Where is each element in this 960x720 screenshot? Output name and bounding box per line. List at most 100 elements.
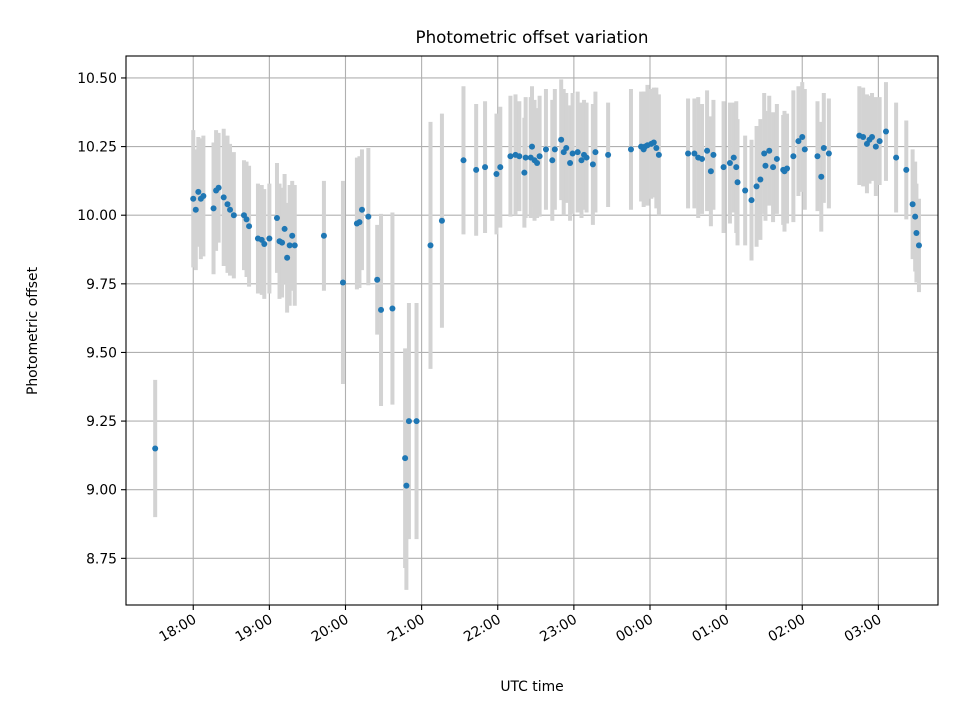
data-point bbox=[534, 160, 541, 167]
data-point bbox=[493, 171, 500, 178]
data-point bbox=[627, 146, 634, 153]
y-tick-label: 9.25 bbox=[86, 414, 117, 430]
data-points bbox=[152, 128, 922, 489]
y-axis: 8.75 9.00 9.25 9.50 9.75 10.00 10.25 10.50 bbox=[77, 71, 126, 567]
x-axis-label: UTC time bbox=[500, 679, 563, 695]
data-point bbox=[374, 276, 381, 283]
data-point bbox=[516, 153, 523, 160]
data-point bbox=[230, 212, 237, 219]
data-point bbox=[284, 254, 291, 261]
data-point bbox=[210, 205, 217, 212]
data-point bbox=[912, 213, 919, 220]
data-point bbox=[915, 242, 922, 249]
y-tick-label: 8.75 bbox=[86, 551, 117, 567]
data-point bbox=[734, 179, 741, 186]
data-point bbox=[569, 150, 576, 157]
data-point bbox=[685, 150, 692, 157]
data-point bbox=[427, 242, 434, 249]
plot-frame bbox=[125, 55, 939, 606]
data-point bbox=[195, 188, 202, 195]
data-point bbox=[558, 136, 565, 143]
data-point bbox=[266, 235, 273, 242]
data-point bbox=[770, 164, 777, 171]
data-point bbox=[790, 153, 797, 160]
y-tick-label: 9.75 bbox=[86, 277, 117, 293]
data-point bbox=[536, 153, 543, 160]
data-point bbox=[549, 157, 556, 164]
data-point bbox=[818, 173, 825, 180]
data-point bbox=[704, 147, 711, 154]
y-tick-label: 9.00 bbox=[86, 483, 117, 499]
data-point bbox=[291, 242, 298, 249]
data-point bbox=[733, 164, 740, 171]
data-point bbox=[389, 305, 396, 312]
data-point bbox=[903, 166, 910, 173]
data-point bbox=[583, 154, 590, 161]
data-point bbox=[860, 133, 867, 140]
data-point bbox=[707, 168, 714, 175]
data-point bbox=[784, 165, 791, 172]
data-point bbox=[320, 232, 327, 239]
data-point bbox=[261, 241, 268, 248]
data-point bbox=[243, 216, 250, 223]
data-point bbox=[473, 166, 480, 173]
data-point bbox=[605, 151, 612, 158]
data-point bbox=[402, 455, 409, 462]
data-point bbox=[482, 164, 489, 171]
data-point bbox=[872, 143, 879, 150]
data-point bbox=[358, 206, 365, 213]
data-point bbox=[339, 279, 346, 286]
data-point bbox=[190, 195, 197, 202]
data-point bbox=[820, 144, 827, 151]
data-point bbox=[592, 149, 599, 156]
data-point bbox=[801, 146, 808, 153]
data-point bbox=[273, 214, 280, 221]
data-point bbox=[192, 206, 199, 213]
data-point bbox=[748, 197, 755, 204]
data-point bbox=[909, 201, 916, 208]
data-point bbox=[286, 242, 293, 249]
data-point bbox=[567, 160, 574, 167]
data-point bbox=[589, 161, 596, 168]
data-point bbox=[730, 154, 737, 161]
data-point bbox=[365, 213, 372, 220]
data-point bbox=[761, 150, 768, 157]
data-point bbox=[563, 144, 570, 151]
data-point bbox=[574, 149, 581, 156]
data-point bbox=[869, 133, 876, 140]
data-point bbox=[403, 482, 410, 489]
data-point bbox=[281, 225, 288, 232]
data-point bbox=[378, 306, 385, 313]
data-point bbox=[200, 192, 207, 199]
data-point bbox=[653, 144, 660, 151]
data-point bbox=[542, 146, 549, 153]
y-axis-label: Photometric offset bbox=[25, 266, 41, 395]
data-point bbox=[753, 183, 760, 190]
data-point bbox=[742, 187, 749, 194]
data-point bbox=[438, 217, 445, 224]
data-point bbox=[762, 162, 769, 169]
data-point bbox=[279, 239, 286, 246]
y-tick-label: 10.00 bbox=[77, 208, 117, 224]
data-point bbox=[825, 150, 832, 157]
data-point bbox=[522, 154, 529, 161]
data-point bbox=[413, 418, 420, 425]
data-point bbox=[726, 160, 733, 167]
data-point bbox=[405, 418, 412, 425]
data-point bbox=[356, 219, 363, 226]
data-point bbox=[220, 194, 227, 201]
data-point bbox=[246, 223, 253, 230]
data-point bbox=[152, 445, 159, 452]
data-point bbox=[913, 230, 920, 237]
data-point bbox=[799, 133, 806, 140]
data-point bbox=[710, 151, 717, 158]
data-point bbox=[699, 155, 706, 162]
y-tick-label: 9.50 bbox=[86, 345, 117, 361]
y-tick-label: 10.25 bbox=[77, 140, 117, 156]
data-point bbox=[224, 201, 231, 208]
data-point bbox=[578, 157, 585, 164]
data-point bbox=[773, 155, 780, 162]
data-point bbox=[814, 153, 821, 160]
data-point bbox=[289, 232, 296, 239]
